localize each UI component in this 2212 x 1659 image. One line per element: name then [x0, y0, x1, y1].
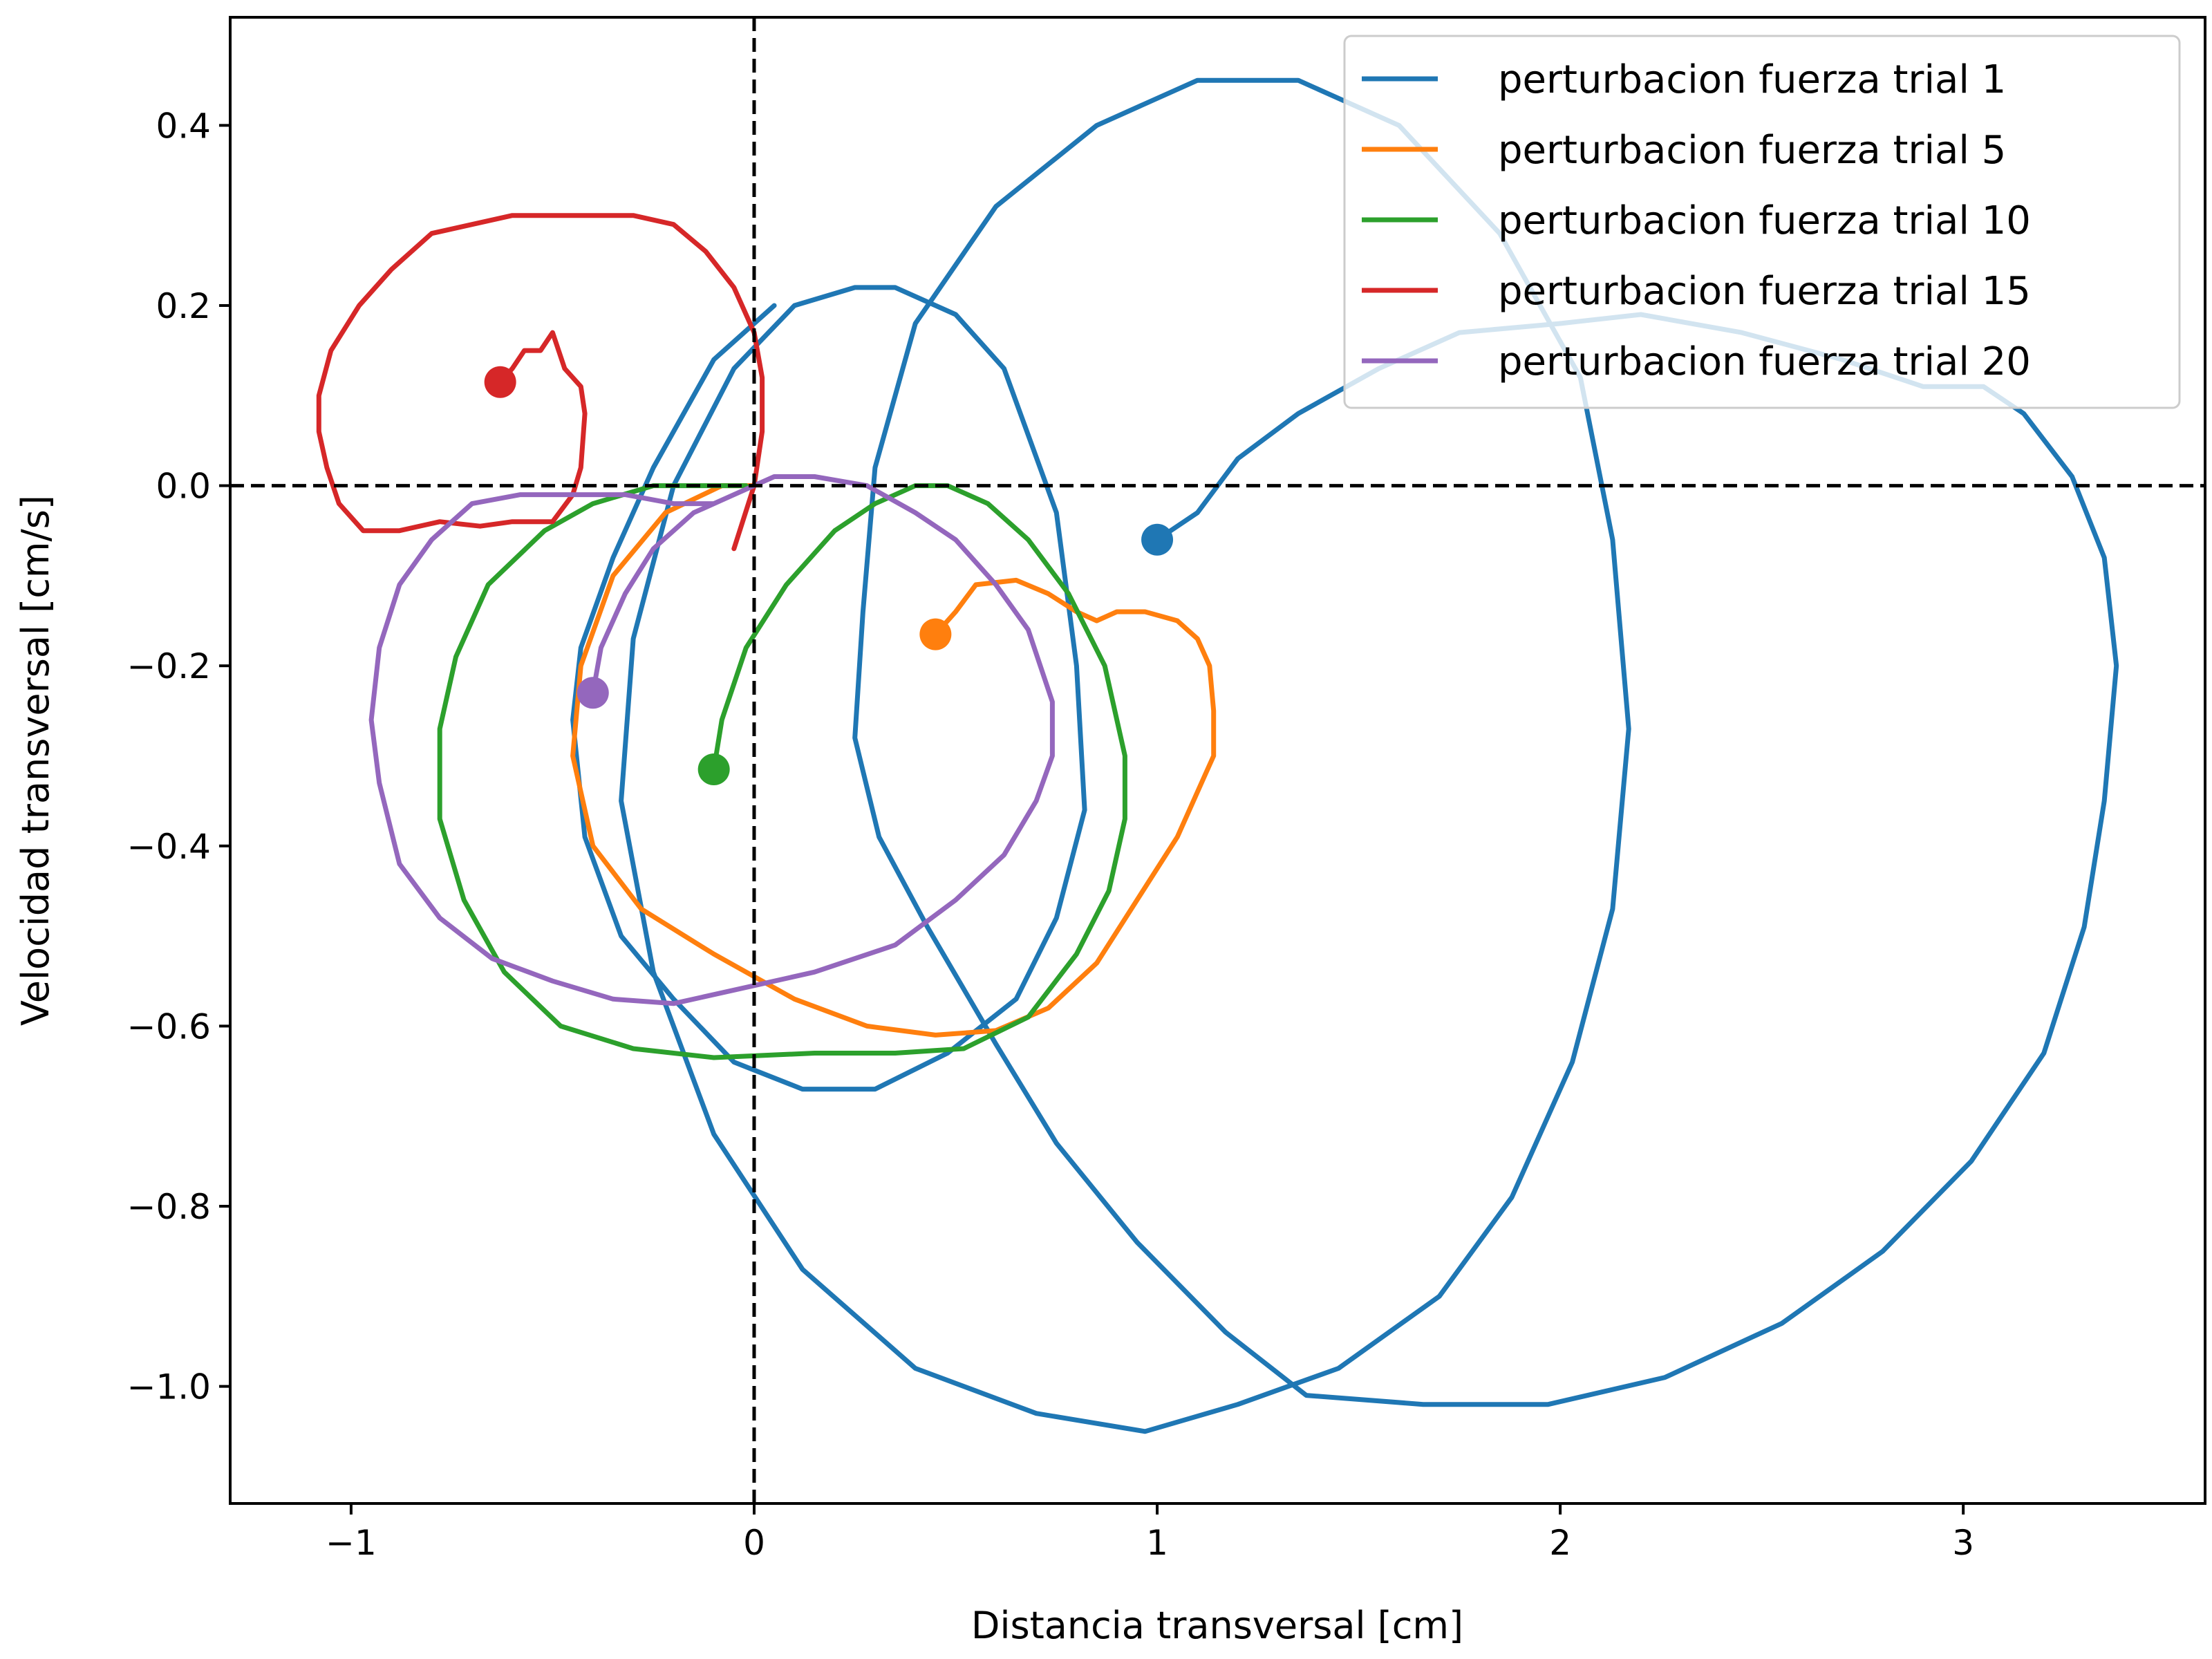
- x-tick-label: 1: [1146, 1523, 1168, 1563]
- series-line-3: [437, 483, 1127, 1060]
- x-tick-label: 0: [743, 1523, 765, 1563]
- series-line-4: [316, 213, 765, 552]
- x-tick-label: −1: [326, 1523, 377, 1563]
- x-tick-label: 3: [1952, 1523, 1974, 1563]
- plot-frame: [229, 16, 2206, 1505]
- series-start-marker-4: [484, 366, 516, 398]
- x-axis-label: Distancia transversal [cm]: [971, 1604, 1463, 1647]
- legend-box: [1343, 35, 2181, 409]
- legend-label-2: perturbacion fuerza trial 5: [1498, 128, 2006, 173]
- series-start-marker-1: [1141, 523, 1174, 556]
- series-line-2: [570, 483, 1217, 1038]
- legend-label-4: perturbacion fuerza trial 15: [1498, 269, 2031, 314]
- series-start-marker-2: [919, 618, 952, 650]
- series-start-marker-3: [697, 753, 730, 786]
- y-axis-label: Velocidad transversal [cm/s]: [14, 495, 57, 1026]
- y-tick-label: 0.0: [156, 467, 211, 507]
- legend: perturbacion fuerza trial 1 perturbacion …: [1343, 35, 2181, 409]
- y-tick-label: 0.2: [156, 286, 211, 326]
- y-tick-label: −0.6: [127, 1006, 211, 1047]
- y-tick-label: 0.4: [156, 106, 211, 146]
- series-line-5: [368, 474, 1055, 1006]
- y-axis-ticks: 0.4 0.2 0.0 −0.2 −0.4 −0.6 −0.8 −1.0: [127, 106, 230, 1407]
- start-markers: [484, 366, 1174, 786]
- series-start-marker-5: [577, 677, 609, 709]
- reference-lines: [230, 17, 2205, 1503]
- x-axis-ticks: −1 0 1 2 3: [326, 1503, 1974, 1563]
- legend-label-3: perturbacion fuerza trial 10: [1498, 198, 2031, 243]
- legend-label-1: perturbacion fuerza trial 1: [1498, 57, 2006, 102]
- y-tick-label: −0.2: [127, 646, 211, 686]
- legend-label-5: perturbacion fuerza trial 20: [1498, 339, 2031, 384]
- y-tick-label: −0.8: [127, 1187, 211, 1227]
- y-tick-label: −1.0: [127, 1367, 211, 1407]
- x-tick-label: 2: [1549, 1523, 1571, 1563]
- y-tick-label: −0.4: [127, 827, 211, 867]
